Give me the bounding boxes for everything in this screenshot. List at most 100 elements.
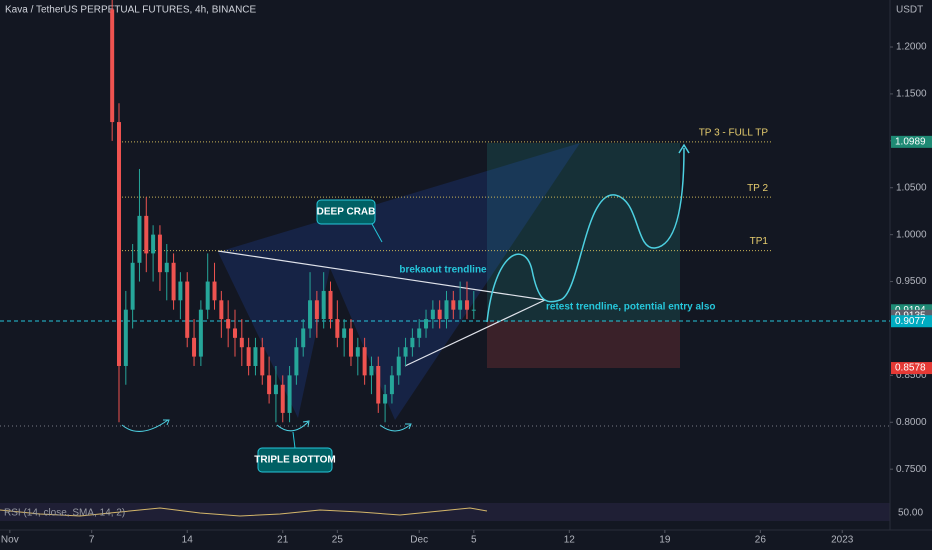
x-tick-label: 25: [332, 535, 344, 546]
candle-body: [205, 281, 210, 310]
currency: USDT: [896, 5, 923, 16]
y-tick-label: 0.8500: [896, 370, 927, 381]
indicator-label: RSI (14, close, SMA, 14, 2): [4, 508, 125, 519]
price-tag: [891, 315, 932, 328]
candle-body: [151, 234, 156, 254]
candle-body: [212, 281, 217, 301]
candle-body: [430, 309, 435, 320]
candle-body: [232, 328, 237, 338]
candle-body: [157, 234, 162, 273]
arrow: [276, 420, 310, 432]
arrow: [379, 423, 412, 432]
candle-body: [260, 347, 265, 376]
candle-body: [424, 319, 429, 329]
candle-body: [403, 347, 408, 357]
candle-body: [280, 384, 285, 413]
y-tick-label: 1.1500: [896, 89, 927, 100]
candle-body: [171, 262, 176, 301]
target-zone: [487, 143, 680, 321]
x-tick-label: Dec: [410, 535, 428, 546]
candle-body: [226, 319, 231, 329]
candle-body: [308, 300, 313, 329]
candle-body: [130, 262, 135, 310]
arrow: [121, 419, 170, 432]
candle-body: [246, 347, 251, 366]
x-tick-label: Nov: [1, 535, 19, 546]
x-tick-label: 14: [182, 535, 194, 546]
candle-body: [287, 375, 292, 413]
candle-body: [164, 262, 169, 273]
indicator-value: 50.00: [898, 508, 923, 519]
candle-body: [417, 328, 422, 338]
candle-body: [192, 337, 197, 357]
annotation: retest trendline, potential entry also: [546, 302, 715, 313]
annotation: TRIPLE BOTTOM: [254, 455, 335, 466]
candle-body: [198, 309, 203, 357]
candle-body: [110, 9, 115, 123]
candle-body: [253, 347, 258, 366]
y-tick-label: 0.9500: [896, 276, 927, 287]
candle-body: [383, 394, 388, 404]
rsi-line: [0, 507, 488, 517]
x-tick-label: 7: [89, 535, 95, 546]
x-tick-label: 12: [564, 535, 576, 546]
y-tick-label: 1.2000: [896, 42, 927, 53]
y-tick-label: 0.8000: [896, 417, 927, 428]
candle-body: [267, 375, 272, 395]
candle-body: [321, 290, 326, 320]
candle-body: [185, 281, 190, 338]
candle-body: [301, 328, 306, 348]
pointer: [292, 431, 296, 449]
price-tag-label: 1.0989: [895, 136, 926, 147]
candle-body: [314, 300, 319, 320]
candle-body: [369, 365, 374, 376]
x-tick-label: 19: [659, 535, 671, 546]
candle-body: [273, 384, 278, 395]
candle-body: [464, 300, 469, 310]
candle-body: [348, 328, 353, 357]
rsi-band: [0, 503, 890, 521]
candle-body: [410, 337, 415, 348]
annotation: brekaout trendline: [399, 265, 487, 276]
candle-body: [389, 375, 394, 395]
y-tick-label: 1.0500: [896, 182, 927, 193]
x-tick-label: 26: [755, 535, 767, 546]
candle-body: [376, 365, 381, 404]
price-tag: [891, 362, 932, 375]
y-tick-label: 0.7500: [896, 464, 927, 475]
level-label: TP 2: [747, 183, 768, 194]
x-tick-label: 21: [277, 535, 289, 546]
stop-zone: [487, 321, 680, 368]
candle-body: [342, 328, 347, 338]
x-tick-label: 2023: [831, 535, 854, 546]
candle-body: [444, 300, 449, 320]
projection: [486, 147, 685, 323]
crab-pattern: [218, 143, 580, 420]
pointer: [371, 223, 383, 243]
candle-body: [219, 300, 224, 320]
candle-body: [239, 337, 244, 348]
candle-body: [335, 319, 340, 338]
candle-body: [144, 215, 149, 254]
y-tick-label: 1.0000: [896, 229, 927, 240]
price-tag-label: 0.8578: [895, 363, 926, 374]
candle-body: [451, 300, 456, 310]
candle-body: [396, 356, 401, 376]
candle-body: [137, 215, 142, 263]
candle-body: [471, 309, 476, 311]
candle-body: [437, 309, 442, 320]
candle-body: [458, 300, 463, 310]
candle-body: [294, 347, 299, 376]
candle-body: [116, 122, 121, 366]
candle-body: [328, 290, 333, 320]
level-label: TP 3 - FULL TP: [699, 127, 769, 138]
candle-body: [123, 309, 128, 366]
price-tag: [891, 135, 932, 148]
price-tag-label: 0.9077: [895, 316, 926, 327]
candle-body: [355, 347, 360, 357]
trendline: [404, 299, 546, 367]
label-box: [316, 199, 376, 225]
candle-body: [362, 347, 367, 376]
x-tick-label: 5: [471, 535, 477, 546]
